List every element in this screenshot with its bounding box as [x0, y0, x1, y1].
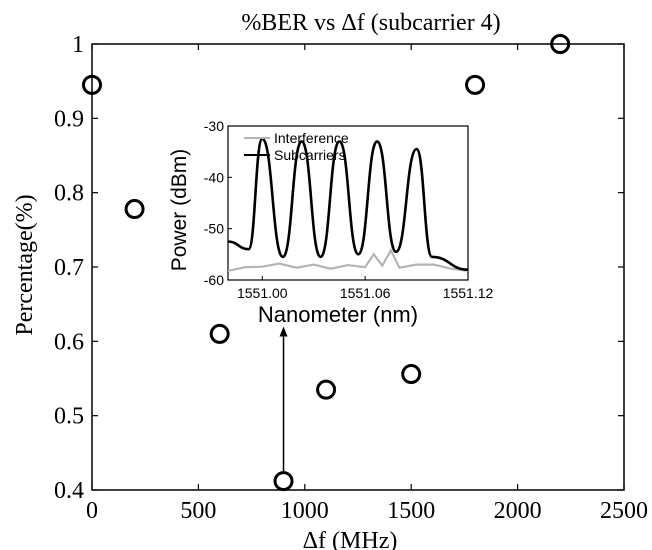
main-y-tick-label: 1 [72, 32, 84, 58]
main-x-tick-label: 0 [86, 498, 98, 524]
main-y-tick-label: 0.8 [54, 181, 84, 207]
inset-x-tick-label: 1551.00 [237, 285, 288, 301]
main-y-tick-label: 0.7 [54, 255, 84, 281]
main-x-tick-label: 1000 [281, 498, 329, 524]
inset-y-tick-label: -60 [204, 272, 224, 288]
main-y-axis-label: Percentage(%) [12, 194, 38, 335]
main-y-tick-label: 0.9 [54, 106, 84, 132]
inset-y-axis-label: Power (dBm) [168, 149, 191, 272]
main-chart-title: %BER vs Δf (subcarrier 4) [241, 10, 500, 36]
series-line-interference [227, 247, 469, 272]
main-y-tick-label: 0.5 [54, 404, 84, 430]
data-point [273, 471, 294, 492]
data-point [401, 364, 422, 385]
inset-x-tick-label: 1551.12 [443, 285, 494, 301]
legend-label-subcarriers: Subcarriers [274, 147, 346, 163]
main-x-tick-label: 500 [180, 498, 216, 524]
inset-legend: Interference Subcarriers [244, 130, 349, 163]
inset-pointer-arrow [279, 326, 288, 472]
arrow-head [279, 326, 288, 337]
data-point [124, 199, 145, 220]
main-x-tick-label: 2500 [600, 498, 648, 524]
main-x-tick-label: 2000 [494, 498, 542, 524]
inset-x-tick-label: 1551.06 [340, 285, 391, 301]
data-point [209, 323, 230, 344]
main-data-points [82, 34, 571, 492]
data-point [82, 74, 102, 95]
inset-series-lines [227, 137, 469, 272]
main-x-axis-label: Δf (MHz) [303, 528, 398, 550]
main-y-tick-label: 0.6 [54, 329, 84, 355]
data-point [465, 74, 486, 95]
data-point [550, 34, 571, 54]
inset-axis-ticks: 1551.00 1551.06 1551.12 -60 -50 -40 -30 [204, 118, 494, 301]
inset-y-tick-label: -50 [204, 221, 224, 237]
main-x-tick-label: 1500 [387, 498, 435, 524]
main-axis-ticks: 0 500 1000 1500 2000 2500 0.4 0.5 0.6 0.7 0.8 0.9 1 [54, 32, 648, 524]
inset-y-tick-label: -40 [204, 169, 224, 185]
data-point [316, 379, 337, 400]
main-y-tick-label: 0.4 [54, 478, 84, 504]
inset-x-axis-label: Nanometer (nm) [258, 302, 418, 327]
series-line-subcarriers [227, 137, 469, 271]
inset-y-tick-label: -30 [204, 118, 224, 134]
legend-label-interference: Interference [274, 130, 349, 146]
